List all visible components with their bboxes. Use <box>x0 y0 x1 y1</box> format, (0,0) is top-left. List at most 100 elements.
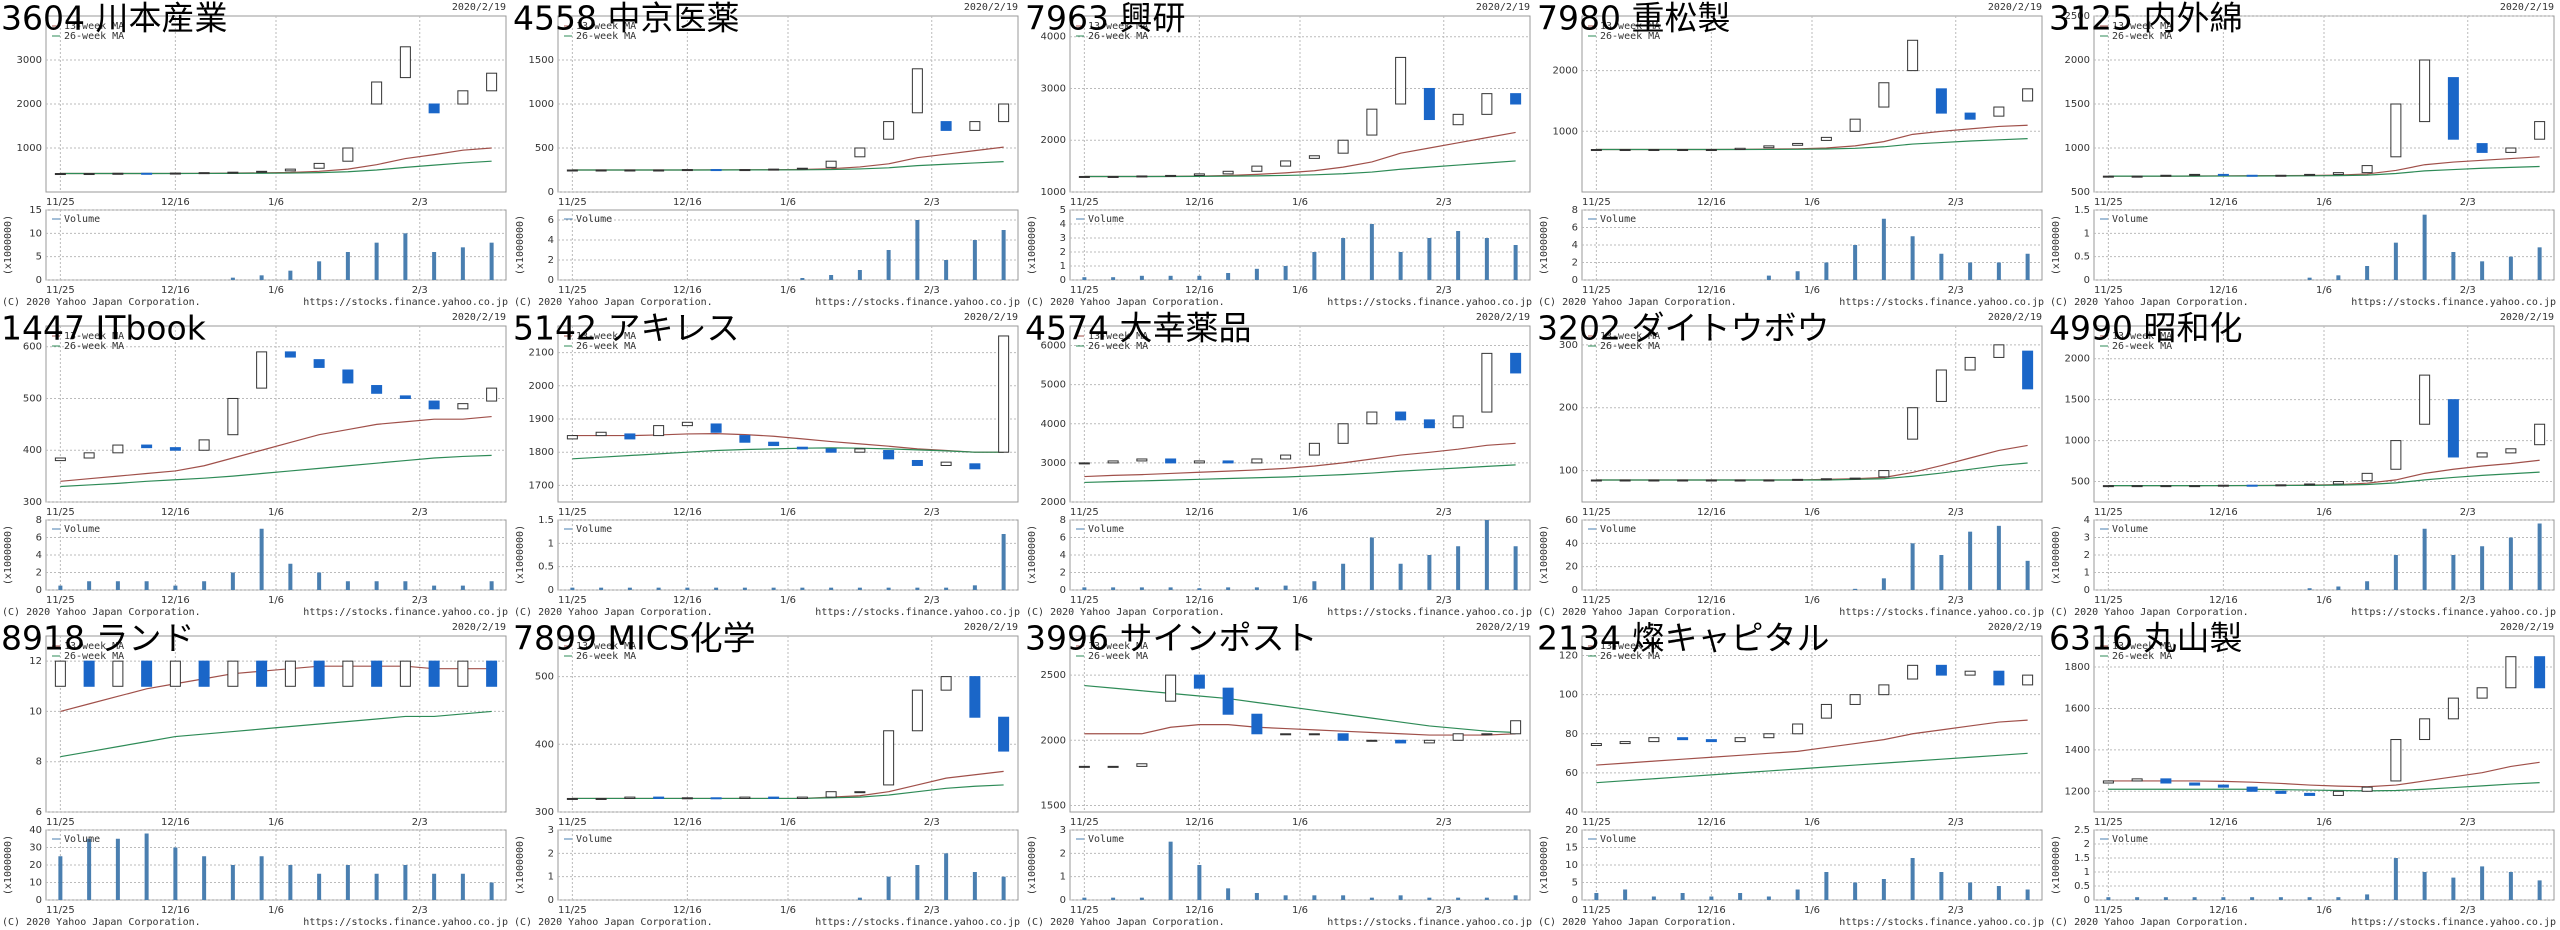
candle-body <box>796 167 808 170</box>
x-tick-label: 11/25 <box>46 285 75 296</box>
moving-average-line <box>60 160 492 175</box>
candle-body <box>2102 485 2114 488</box>
volume-bar <box>1996 262 2001 280</box>
volume-bar <box>58 585 63 590</box>
volume-bar <box>1456 897 1461 900</box>
candle-body <box>2332 172 2344 175</box>
plot-area <box>1078 56 1522 178</box>
y-tick-label: 6 <box>36 807 42 818</box>
plot-area <box>566 335 1010 470</box>
candle-body <box>1366 411 1378 425</box>
candle-body <box>969 676 981 718</box>
chart-title: 6316 丸山製 <box>2049 619 2242 658</box>
y-tick-label: 2100 <box>529 348 554 359</box>
volume-bar <box>1369 224 1374 280</box>
volume-bar <box>1312 581 1317 590</box>
volume-bar <box>1312 895 1317 900</box>
volume-bar <box>374 873 379 900</box>
volume-bar <box>489 581 494 590</box>
candle-body <box>2275 484 2287 487</box>
date-label: 2020/2/19 <box>1476 622 1530 633</box>
volume-bar <box>58 856 63 900</box>
volume-bar <box>714 587 719 590</box>
footer-copyright: (C) 2020 Yahoo Japan Corporation. <box>2 297 201 308</box>
chart-title: 3125 内外綿 <box>2049 0 2242 38</box>
candle-body <box>624 796 636 799</box>
x-tick-label: 1/6 <box>1804 507 1820 518</box>
x-tick-label: 11/25 <box>1070 905 1099 916</box>
legend-label: 13-week MA <box>576 641 636 652</box>
candle-body <box>1193 460 1205 464</box>
x-tick-label: 12/16 <box>2209 197 2238 208</box>
y-tick-label: 0 <box>2084 895 2090 906</box>
volume-bar <box>1111 897 1116 900</box>
volume-bar <box>2451 252 2456 280</box>
volume-bar <box>115 838 120 900</box>
y-tick-label: 0.5 <box>538 562 554 573</box>
footer-url: https://stocks.finance.yahoo.co.jp <box>815 607 1020 618</box>
volume-bar <box>829 275 834 280</box>
x-tick-label: 11/25 <box>1582 595 1611 606</box>
x-tick-label: 12/16 <box>1185 507 1214 518</box>
x-tick-label: 12/16 <box>1697 817 1726 828</box>
y-tick-label: 4 <box>1572 240 1578 251</box>
stock-chart: 11/25 11/25 12/16 12/16 1/6 1/6 2/3 2/3 300 400 50… <box>513 619 1020 929</box>
candle-body <box>1590 149 1602 152</box>
x-tick-label: 11/25 <box>2094 817 2123 828</box>
candle-body <box>198 439 210 451</box>
candle-body <box>227 660 239 687</box>
y-tick-label: 5000 <box>1041 380 1066 391</box>
candle-body <box>566 435 578 440</box>
moving-average-line <box>1084 724 1516 736</box>
candle-body <box>227 171 239 174</box>
date-label: 2020/2/19 <box>964 622 1018 633</box>
candle-body <box>1849 694 1861 705</box>
candle-body <box>2102 175 2114 178</box>
volume-bar <box>1398 895 1403 900</box>
moving-average-line <box>572 161 1004 171</box>
volume-bar <box>2135 897 2140 900</box>
candle-body <box>1222 170 1234 175</box>
candle-body <box>2447 399 2459 458</box>
chart-title: 4990 昭和化 <box>2049 309 2242 348</box>
y-tick-label: 0 <box>1572 895 1578 906</box>
legend-label: 13-week MA <box>1088 21 1148 32</box>
y-tick-label: 4 <box>548 235 554 246</box>
x-tick-label: 11/25 <box>2094 285 2123 296</box>
chart-title: 3996 サインポスト <box>1025 619 1317 658</box>
y-tick-label: 1500 <box>529 55 554 66</box>
candle-body <box>739 435 751 443</box>
volume-unit: (x1000000) <box>3 215 14 275</box>
y-tick-label: 6 <box>1060 533 1066 544</box>
footer-copyright: (C) 2020 Yahoo Japan Corporation. <box>1026 297 1225 308</box>
legend-label: 13-week MA <box>1088 641 1148 652</box>
candle-body <box>457 660 469 687</box>
x-tick-label: 1/6 <box>1804 197 1820 208</box>
x-tick-label: 1/6 <box>268 285 284 296</box>
y-tick-label: 120 <box>1559 651 1578 662</box>
x-tick-label: 1/6 <box>2316 507 2332 518</box>
candle-body <box>2390 440 2402 470</box>
y-tick-label: 3000 <box>1041 83 1066 94</box>
y-tick-label: 2 <box>548 848 554 859</box>
volume-bar <box>1623 889 1628 900</box>
candle-body <box>399 660 411 687</box>
volume-bar <box>1226 888 1231 900</box>
y-tick-label: 2 <box>1060 848 1066 859</box>
x-tick-label: 1/6 <box>1292 905 1308 916</box>
y-tick-label: 3 <box>1060 233 1066 244</box>
volume-frame <box>1069 829 1531 901</box>
candle-body <box>2476 687 2488 699</box>
volume-bar <box>1824 872 1829 900</box>
x-tick-label: 12/16 <box>1185 595 1214 606</box>
candle-body <box>1165 458 1177 464</box>
volume-bar <box>230 865 235 900</box>
volume-bar <box>1369 897 1374 900</box>
x-tick-label: 12/16 <box>673 197 702 208</box>
x-tick-label: 2/3 <box>1948 507 1964 518</box>
volume-bar <box>1853 882 1858 900</box>
legend-label: 13-week MA <box>1088 331 1148 342</box>
x-tick-label: 2/3 <box>924 507 940 518</box>
legend-label: Volume <box>1088 834 1124 845</box>
y-tick-label: 2000 <box>1041 497 1066 508</box>
